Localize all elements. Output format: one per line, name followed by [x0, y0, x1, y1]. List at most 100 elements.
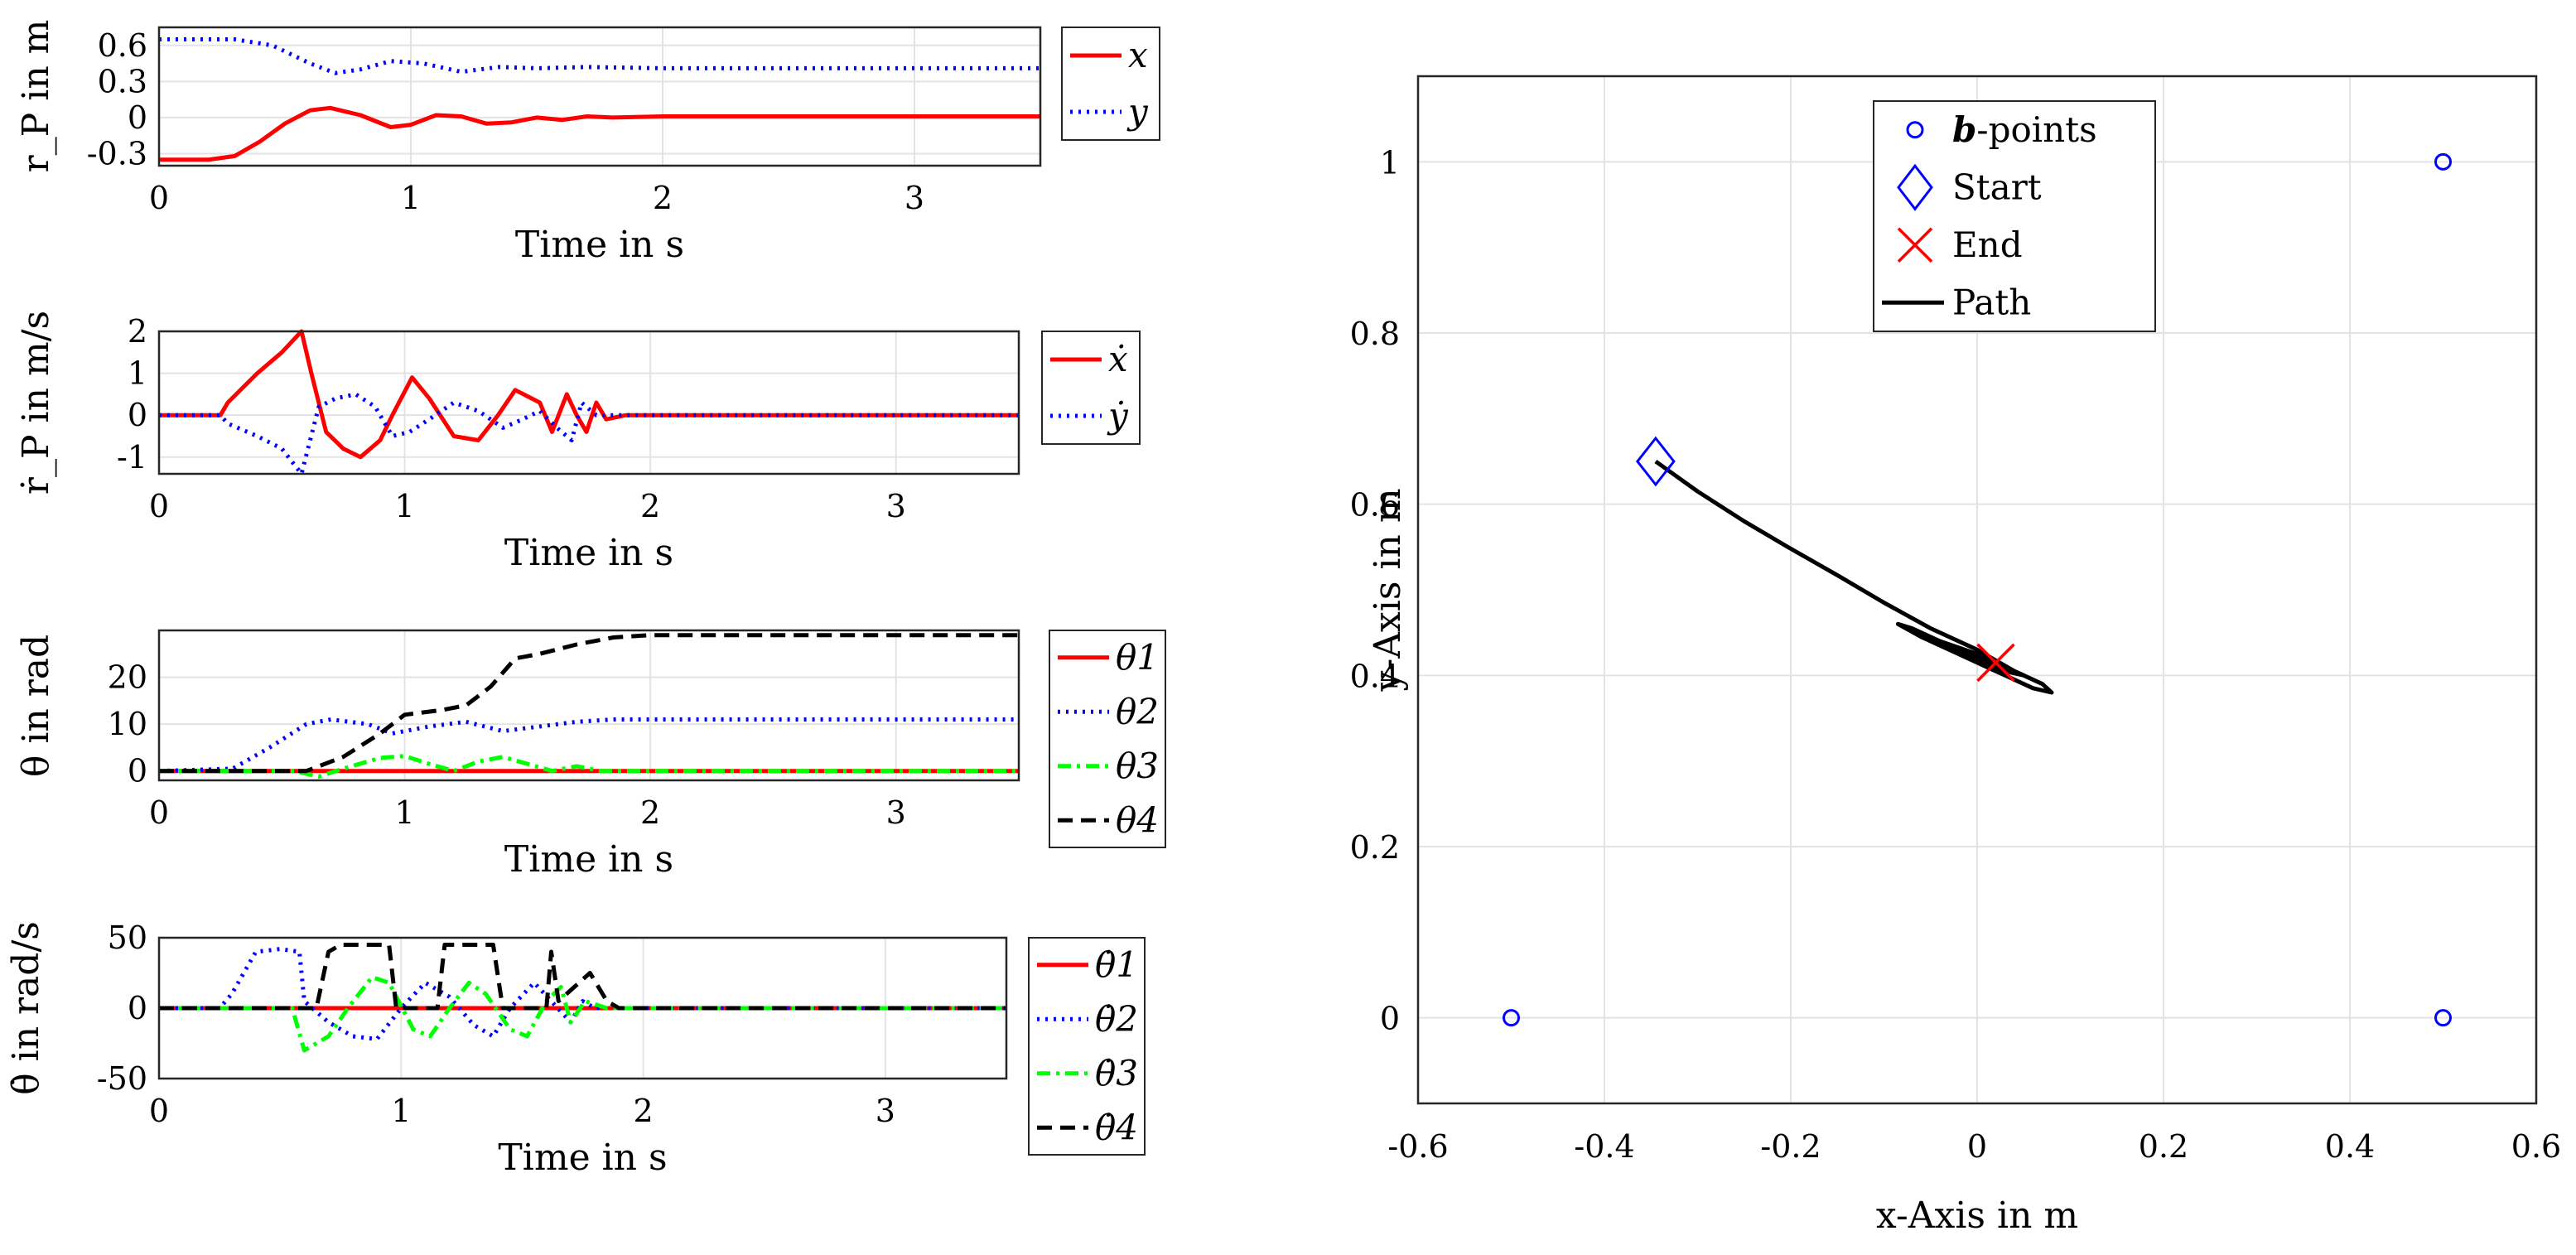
series-theta-3 — [159, 633, 1019, 774]
x-axis-label: Time in s — [504, 838, 673, 881]
y-tick-label: 0 — [128, 99, 147, 136]
y-tick-label: 0 — [128, 753, 147, 789]
legend-box — [1873, 100, 2156, 332]
subplot-path: -0.6 -0.4 -0.2 0 0.2 0.4 0.6 0 0.2 0.4 0.6 0.8 1 x-Ax… — [1350, 75, 2561, 1237]
y-tick-label: -0.3 — [87, 135, 147, 171]
legend-label: ẋ — [1108, 339, 1128, 379]
y-tick-label: 0.2 — [1350, 829, 1400, 866]
legend-label: End — [1952, 224, 2023, 265]
legend-label: θ̇3 — [1095, 1053, 1138, 1093]
series-thetadot-1 — [159, 947, 1006, 1041]
series-theta-1 — [158, 717, 1019, 774]
x-tick-label: 2 — [640, 794, 660, 831]
subplot-theta: 0 1 2 3 0 10 20 Time in s θ in rad θ1 θ2 θ3 θ4 — [15, 629, 1166, 881]
legend-label: θ2 — [1116, 691, 1159, 731]
end-marker — [1976, 643, 2015, 683]
series-thetadot-3 — [159, 943, 1006, 1011]
y-tick-label: 50 — [108, 920, 147, 956]
x-tick-label: 3 — [886, 794, 906, 831]
x-tick-label: -0.6 — [1387, 1128, 1448, 1165]
y-tick-label: 0.6 — [98, 27, 147, 64]
legend: b-points Start End Path — [1873, 100, 2156, 332]
legend-swatch — [1897, 163, 1933, 211]
axes-frame — [1416, 75, 2538, 1105]
legend-box — [1028, 937, 1146, 1156]
x-tick-label: -0.4 — [1574, 1128, 1634, 1165]
x-tick-label: 2 — [633, 1093, 653, 1129]
y-tick-label: 0.6 — [1350, 487, 1400, 524]
legend-label: Path — [1952, 282, 2031, 322]
y-tick-label: 0 — [128, 990, 147, 1026]
start-marker — [1635, 436, 1676, 487]
y-axis-label: y-Axis in m — [1367, 488, 1409, 692]
y-tick-label: 0 — [1380, 1001, 1400, 1037]
x-tick-label: 2 — [640, 488, 660, 524]
series-rpdot-0 — [159, 329, 1019, 460]
legend-label: ẏ — [1107, 395, 1129, 436]
y-axis-label: ṙ_P in m/s — [15, 311, 57, 495]
x-tick-label: 3 — [904, 180, 924, 216]
legend-box — [1049, 630, 1166, 848]
y-tick-label: 1 — [128, 355, 147, 392]
x-tick-label: 0 — [149, 1093, 169, 1129]
y-tick-label: 20 — [108, 659, 147, 696]
x-tick-label: 1 — [394, 794, 414, 831]
legend-swatch — [1906, 121, 1924, 139]
legend-label: x — [1128, 35, 1148, 75]
y-axis-label: θ in rad — [15, 635, 57, 777]
y-tick-label: -50 — [97, 1060, 147, 1097]
y-axis-label: r_P in m — [15, 20, 57, 173]
x-tick-label: 3 — [886, 488, 906, 524]
x-tick-label: 2 — [653, 180, 673, 216]
x-axis-label: Time in s — [498, 1137, 667, 1179]
x-tick-label: 1 — [391, 1093, 411, 1129]
x-tick-label: 1 — [394, 488, 414, 524]
x-tick-label: 0 — [1967, 1128, 1987, 1165]
legend-label: θ3 — [1116, 746, 1159, 786]
y-tick-label: 0.3 — [98, 63, 147, 99]
legend: ẋẏ — [1041, 331, 1141, 445]
legend-swatch — [1897, 227, 1933, 263]
x-tick-label: 0.6 — [2511, 1128, 2561, 1165]
x-tick-label: 1 — [401, 180, 421, 216]
x-tick-label: 0 — [149, 488, 169, 524]
legend-label: θ̇4 — [1095, 1107, 1138, 1147]
legend-label: Start — [1952, 167, 2042, 207]
x-axis-label: Time in s — [515, 224, 684, 266]
x-tick-label: 0.2 — [2139, 1128, 2188, 1165]
series-rp-0 — [159, 105, 1040, 162]
series-rpdot-1 — [159, 392, 1019, 476]
b-point-marker — [1503, 1009, 1520, 1027]
axes-frame — [157, 936, 1008, 1080]
series-thetadot-2 — [159, 975, 1006, 1053]
legend-label: θ1 — [1116, 637, 1159, 678]
x-tick-label: 0.4 — [2325, 1128, 2375, 1165]
x-tick-label: 3 — [876, 1093, 895, 1129]
b-point-marker — [2434, 1009, 2452, 1027]
legend: θ1 θ2 θ3 θ4 — [1049, 630, 1166, 848]
y-tick-label: -1 — [117, 439, 147, 475]
y-tick-label: 0.4 — [1350, 658, 1400, 694]
y-tick-label: 10 — [108, 706, 147, 742]
y-tick-label: 0 — [128, 397, 147, 433]
x-tick-label: 0 — [149, 180, 169, 216]
x-axis-label: x-Axis in m — [1876, 1195, 2078, 1237]
series-rp-1 — [159, 37, 1040, 75]
x-tick-label: -0.2 — [1760, 1128, 1821, 1165]
trajectory-path — [1654, 459, 2054, 695]
legend: xy — [1061, 27, 1160, 141]
legend-label: θ̇2 — [1095, 998, 1138, 1039]
axes-frame — [157, 330, 1020, 475]
axes-frame — [157, 629, 1020, 782]
y-tick-label: 2 — [128, 313, 147, 350]
legend-label: y — [1126, 91, 1149, 132]
x-axis-label: Time in s — [504, 532, 673, 574]
y-tick-label: 0.8 — [1350, 316, 1400, 352]
legend: θ̇1 θ̇2 θ̇3 θ̇4 — [1028, 937, 1146, 1156]
b-point-marker — [2434, 152, 2452, 171]
x-tick-label: 0 — [149, 794, 169, 831]
